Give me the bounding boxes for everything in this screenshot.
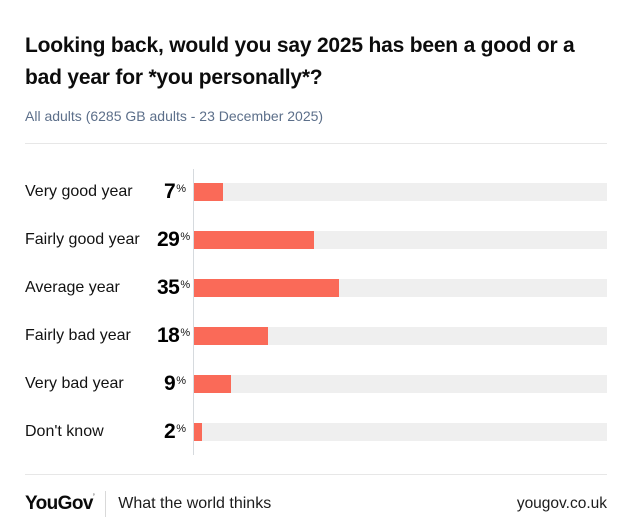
footer: YouGov’ What the world thinks yougov.co.…	[25, 488, 607, 520]
category-label: Average year	[25, 279, 120, 296]
value-label: 7%	[157, 180, 193, 204]
category-label: Very good year	[25, 183, 133, 200]
chart-row: Average year 35%	[25, 264, 607, 312]
percent-sign: %	[176, 375, 186, 387]
percent-sign: %	[176, 423, 186, 435]
value-number: 35	[157, 276, 180, 299]
yougov-logo-text: YouGov	[25, 493, 93, 514]
value-number: 9	[164, 372, 176, 395]
bar-track	[194, 423, 607, 441]
value-number: 18	[157, 324, 180, 347]
logo-trademark: ’	[92, 492, 95, 502]
page-title: Looking back, would you say 2025 has bee…	[25, 34, 575, 89]
bar-track	[194, 327, 607, 345]
value-number: 7	[164, 180, 176, 203]
bar	[194, 327, 269, 345]
value-label: 18%	[157, 324, 193, 348]
category-label: Fairly bad year	[25, 327, 131, 344]
bar	[194, 231, 314, 249]
value-label: 35%	[157, 276, 193, 300]
bar	[194, 279, 339, 297]
percent-sign: %	[180, 327, 191, 339]
bottom-divider	[25, 474, 607, 475]
value-label: 29%	[157, 228, 193, 252]
footer-url: yougov.co.uk	[516, 495, 607, 512]
bar-track	[194, 231, 607, 249]
bar-track	[194, 183, 607, 201]
category-label: Very bad year	[25, 375, 124, 392]
bar-chart: Very good year 7% Fairly good year 29% A…	[25, 168, 607, 456]
percent-sign: %	[180, 231, 191, 243]
percent-sign: %	[180, 279, 191, 291]
chart-row: Fairly bad year 18%	[25, 312, 607, 360]
footer-tagline: What the world thinks	[118, 495, 272, 512]
yougov-logo: YouGov’	[25, 492, 95, 515]
bar-track	[194, 279, 607, 297]
value-label: 9%	[157, 372, 193, 396]
percent-sign: %	[176, 183, 186, 195]
chart-row: Very good year 7%	[25, 168, 607, 216]
chart-row: Fairly good year 29%	[25, 216, 607, 264]
bar	[194, 183, 223, 201]
bar	[194, 423, 203, 441]
value-label: 2%	[157, 420, 193, 444]
category-label: Don't know	[25, 423, 104, 440]
bar	[194, 375, 232, 393]
chart-row: Don't know 2%	[25, 408, 607, 456]
axis-baseline	[193, 169, 194, 455]
category-label: Fairly good year	[25, 231, 140, 248]
top-divider	[25, 143, 607, 144]
value-number: 2	[164, 420, 176, 443]
footer-separator	[105, 491, 107, 517]
bar-track	[194, 375, 607, 393]
value-number: 29	[157, 228, 180, 251]
chart-row: Very bad year 9%	[25, 360, 607, 408]
sample-subtitle: All adults (6285 GB adults - 23 December…	[25, 108, 324, 124]
